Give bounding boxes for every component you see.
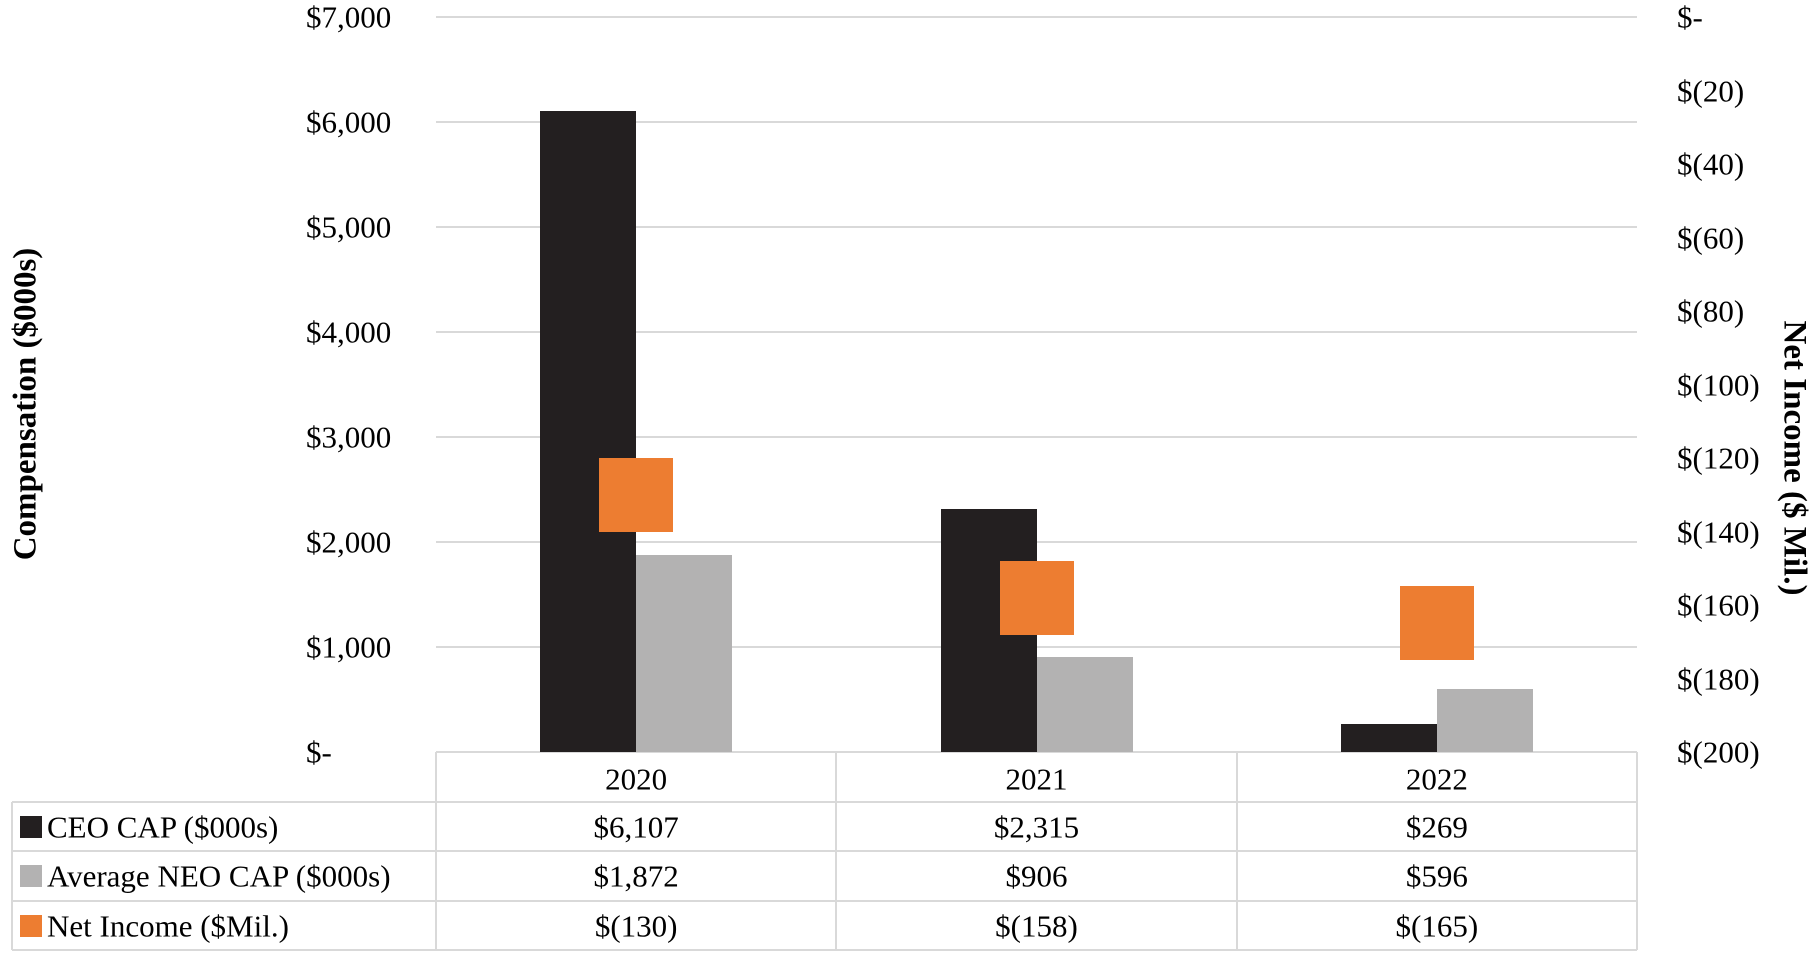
right-axis-tick-label: $- (1677, 0, 1703, 35)
left-axis-tick-label: $2,000 (306, 524, 392, 560)
table-col-line (11, 802, 13, 950)
gridline (436, 436, 1637, 438)
left-axis-tick-label: $5,000 (306, 209, 392, 245)
right-axis-tick-label: $(100) (1677, 367, 1760, 402)
right-axis-tick-label: $(20) (1677, 73, 1745, 108)
table-row-line (12, 801, 1637, 803)
bar-ceo-cap-2022 (1340, 723, 1437, 752)
gridline (436, 16, 1637, 18)
left-axis-tick-label: $7,000 (306, 0, 392, 35)
table-row-line (12, 900, 1637, 902)
value-cell: $(165) (1395, 908, 1479, 943)
left-axis-tick-label: $4,000 (306, 314, 392, 350)
right-axis-tick-label: $(40) (1677, 146, 1745, 182)
right-axis-tick-label: $(60) (1677, 220, 1745, 255)
year-cell-2021: 2021 (1005, 761, 1068, 796)
table-col-line (1636, 752, 1638, 950)
right-axis-tick-label: $(180) (1677, 661, 1760, 696)
net-income-marker-2022 (1399, 586, 1474, 661)
table-col-line (1235, 752, 1238, 950)
right-axis-tick-label: $(120) (1677, 440, 1760, 476)
table-col-line (435, 752, 437, 950)
year-cell-2020: 2020 (605, 761, 668, 796)
plot-baseline (436, 751, 1637, 753)
net-income-marker-2020 (599, 457, 674, 532)
left-axis-tick-label: $1,000 (306, 629, 392, 665)
left-axis-tick-label: $- (306, 734, 332, 770)
legend-key-ceo-cap (20, 815, 42, 838)
legend-key-net-income (20, 914, 42, 937)
value-cell: $(158) (995, 908, 1078, 943)
gridline (436, 541, 1637, 543)
right-axis-tick-label: $(140) (1677, 514, 1760, 549)
right-axis-tick-label: $(160) (1677, 587, 1760, 623)
left-axis-tick-label: $3,000 (306, 419, 392, 455)
net-income-marker-2021 (999, 560, 1074, 635)
value-cell: $596 (1405, 858, 1468, 894)
legend-label: Net Income ($Mil.) (47, 908, 289, 943)
gridline (436, 121, 1637, 123)
bar-avg-neo-cap-2022 (1436, 689, 1533, 752)
bar-avg-neo-cap-2021 (1036, 656, 1133, 752)
right-axis-tick-label: $(80) (1677, 293, 1745, 329)
gridline (436, 331, 1637, 333)
value-cell: $6,107 (593, 809, 679, 844)
legend-key-avg-neo-cap (20, 865, 42, 887)
right-axis-tick-label: $(200) (1677, 734, 1760, 770)
table-row-line (12, 850, 1637, 852)
table-row-line (12, 949, 1637, 951)
value-cell: $269 (1405, 809, 1468, 844)
legend-label: Average NEO CAP ($000s) (47, 858, 391, 894)
value-cell: $2,315 (993, 809, 1080, 844)
value-cell: $906 (1005, 858, 1068, 894)
legend-label: CEO CAP ($000s) (47, 809, 279, 844)
value-cell: $1,872 (593, 858, 679, 894)
gridline (436, 646, 1637, 648)
table-col-line (835, 752, 838, 950)
gridline (436, 226, 1637, 228)
value-cell: $(130) (594, 908, 678, 943)
bar-ceo-cap-2020 (540, 110, 637, 752)
bar-avg-neo-cap-2020 (636, 555, 733, 752)
left-axis-tick-label: $6,000 (306, 104, 392, 140)
year-cell-2022: 2022 (1405, 761, 1468, 796)
